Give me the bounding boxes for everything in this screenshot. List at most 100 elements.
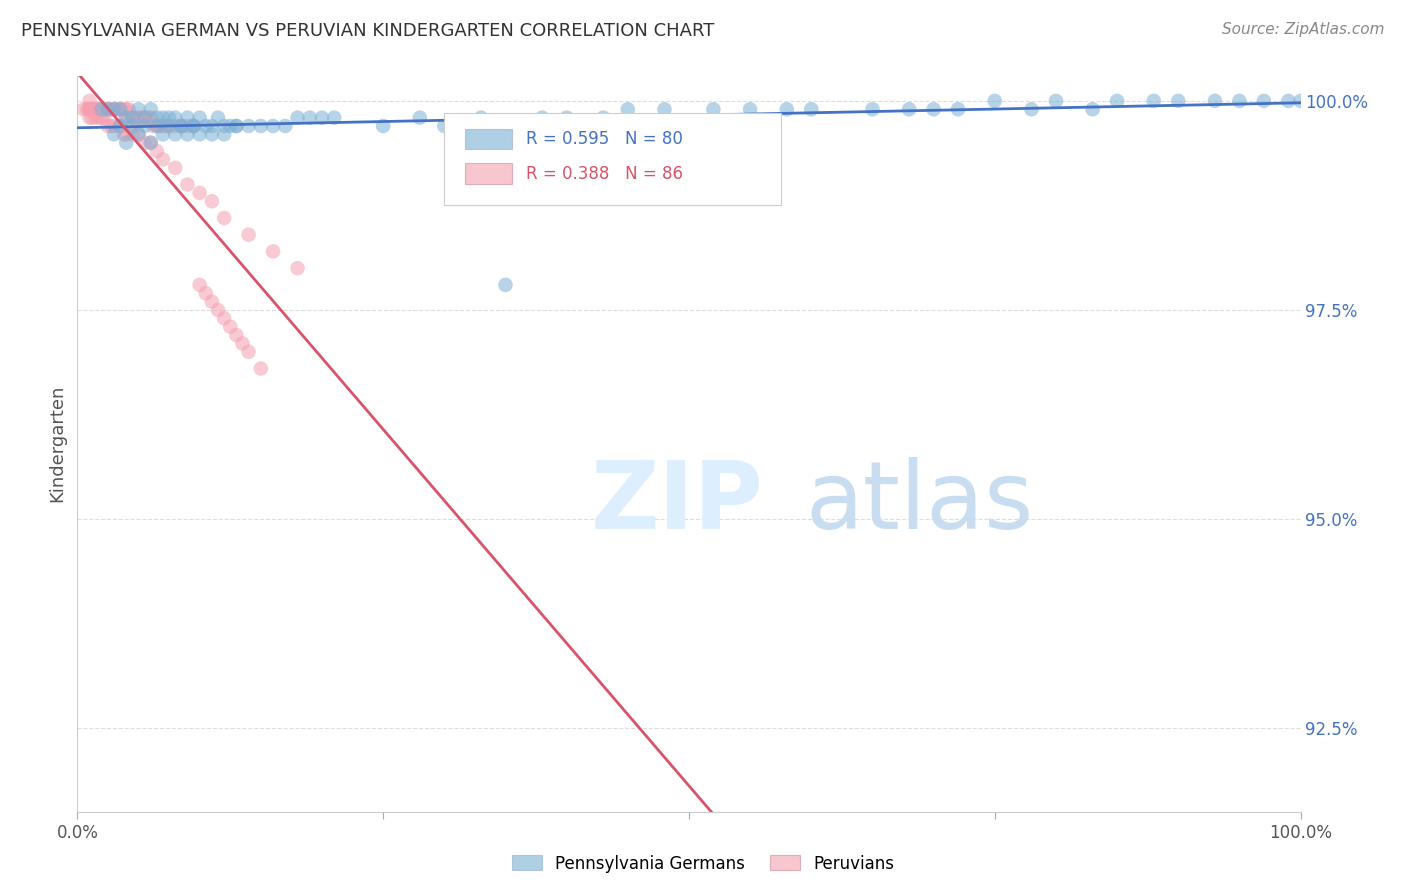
Point bbox=[1167, 94, 1189, 108]
Point bbox=[115, 136, 138, 150]
Point bbox=[121, 119, 143, 133]
Point bbox=[84, 111, 107, 125]
Point bbox=[152, 128, 174, 142]
Point bbox=[170, 119, 193, 133]
Point bbox=[262, 244, 284, 259]
Point bbox=[142, 119, 165, 133]
Point bbox=[76, 102, 98, 116]
Point bbox=[121, 111, 143, 125]
Point bbox=[134, 111, 156, 125]
Point bbox=[115, 102, 138, 116]
Point bbox=[127, 128, 149, 142]
Point bbox=[152, 119, 174, 133]
Point bbox=[84, 102, 107, 116]
Point bbox=[311, 111, 333, 125]
Point bbox=[97, 102, 120, 116]
Point bbox=[139, 102, 162, 116]
Text: atlas: atlas bbox=[806, 457, 1033, 549]
Point bbox=[83, 102, 105, 116]
Point bbox=[100, 119, 122, 133]
Point bbox=[118, 102, 141, 116]
Point bbox=[127, 102, 149, 116]
Point bbox=[470, 111, 492, 125]
Point bbox=[231, 336, 253, 351]
Point bbox=[617, 102, 640, 116]
Point bbox=[136, 111, 159, 125]
Point bbox=[115, 111, 138, 125]
Point bbox=[139, 136, 162, 150]
Point bbox=[212, 119, 235, 133]
Point bbox=[188, 186, 211, 200]
Point bbox=[287, 261, 309, 276]
Point bbox=[212, 211, 235, 225]
Point bbox=[862, 102, 884, 116]
Point bbox=[592, 111, 614, 125]
Point bbox=[250, 119, 273, 133]
Text: R = 0.595   N = 80: R = 0.595 N = 80 bbox=[526, 130, 683, 148]
Point bbox=[1081, 102, 1104, 116]
Point bbox=[79, 102, 101, 116]
Point bbox=[139, 136, 162, 150]
Point bbox=[212, 311, 235, 326]
Point bbox=[1021, 102, 1043, 116]
Point bbox=[188, 128, 211, 142]
Point bbox=[225, 119, 247, 133]
Text: PENNSYLVANIA GERMAN VS PERUVIAN KINDERGARTEN CORRELATION CHART: PENNSYLVANIA GERMAN VS PERUVIAN KINDERGA… bbox=[21, 22, 714, 40]
FancyBboxPatch shape bbox=[444, 112, 780, 204]
Text: Source: ZipAtlas.com: Source: ZipAtlas.com bbox=[1222, 22, 1385, 37]
Point bbox=[287, 111, 309, 125]
Point bbox=[531, 111, 554, 125]
Point bbox=[702, 102, 724, 116]
Point bbox=[555, 111, 578, 125]
Point bbox=[115, 111, 138, 125]
Point bbox=[84, 102, 107, 116]
Point bbox=[72, 102, 94, 116]
Point bbox=[80, 102, 103, 116]
Point bbox=[201, 119, 224, 133]
Point bbox=[97, 102, 120, 116]
Point bbox=[90, 102, 112, 116]
Point bbox=[1204, 94, 1226, 108]
FancyBboxPatch shape bbox=[465, 163, 512, 184]
Point bbox=[1107, 94, 1129, 108]
Point bbox=[194, 119, 217, 133]
Y-axis label: Kindergarten: Kindergarten bbox=[48, 385, 66, 502]
Point bbox=[800, 102, 823, 116]
Point bbox=[165, 111, 187, 125]
Point bbox=[654, 102, 676, 116]
Point bbox=[219, 319, 242, 334]
Point bbox=[89, 102, 111, 116]
Point bbox=[112, 102, 135, 116]
Point bbox=[121, 111, 143, 125]
Point bbox=[201, 128, 224, 142]
Point bbox=[1277, 94, 1299, 108]
Point bbox=[121, 111, 143, 125]
Point bbox=[90, 102, 112, 116]
Point bbox=[188, 111, 211, 125]
Point bbox=[898, 102, 921, 116]
Point bbox=[183, 119, 205, 133]
Point bbox=[79, 94, 101, 108]
Point bbox=[108, 102, 131, 116]
Point bbox=[79, 102, 101, 116]
Point bbox=[207, 111, 229, 125]
Point bbox=[170, 119, 193, 133]
Point bbox=[495, 277, 517, 292]
Point bbox=[176, 119, 198, 133]
Point bbox=[139, 111, 162, 125]
Point bbox=[201, 194, 224, 209]
Point bbox=[108, 119, 131, 133]
Point bbox=[740, 102, 762, 116]
Point bbox=[152, 111, 174, 125]
Point bbox=[201, 294, 224, 309]
Point bbox=[108, 102, 131, 116]
Point bbox=[146, 119, 169, 133]
Point bbox=[1143, 94, 1166, 108]
Point bbox=[103, 102, 125, 116]
Point bbox=[89, 102, 111, 116]
Point bbox=[103, 119, 125, 133]
Point bbox=[155, 119, 177, 133]
Point bbox=[157, 111, 180, 125]
Point bbox=[103, 128, 125, 142]
Point bbox=[188, 277, 211, 292]
